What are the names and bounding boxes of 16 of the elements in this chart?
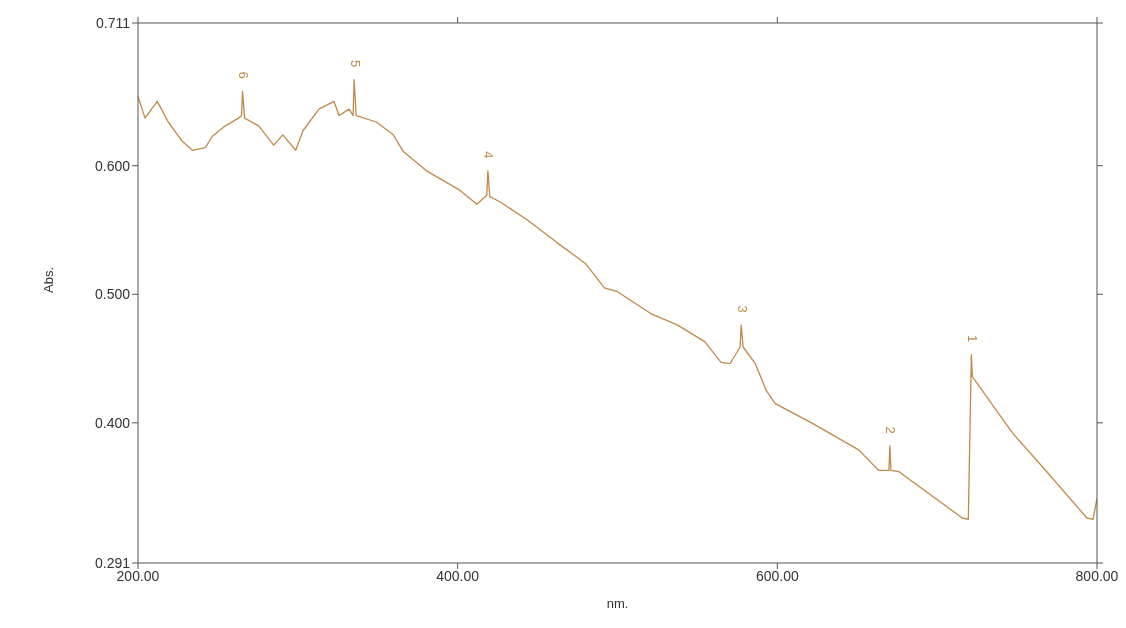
x-tick-label: 800.00	[1075, 567, 1119, 584]
y-tick-label: 0.500	[94, 286, 131, 303]
x-tick-label: 600.00	[755, 567, 799, 584]
annotation: 3	[734, 305, 750, 313]
x-axis-title: nm.	[606, 596, 629, 611]
annotation: 2	[883, 426, 899, 434]
y-tick-label: 0.600	[94, 157, 131, 174]
annotation: 4	[481, 151, 497, 159]
annotation: 6	[236, 71, 252, 79]
y-tick-label: 0.711	[96, 14, 131, 31]
annotation: 1	[964, 335, 980, 343]
annotation: 5	[347, 59, 363, 68]
y-tick-label: 0.400	[94, 414, 131, 431]
y-axis-title: Abs.	[40, 266, 56, 293]
x-tick-label: 400.00	[436, 567, 480, 584]
line-series	[138, 78, 1097, 520]
